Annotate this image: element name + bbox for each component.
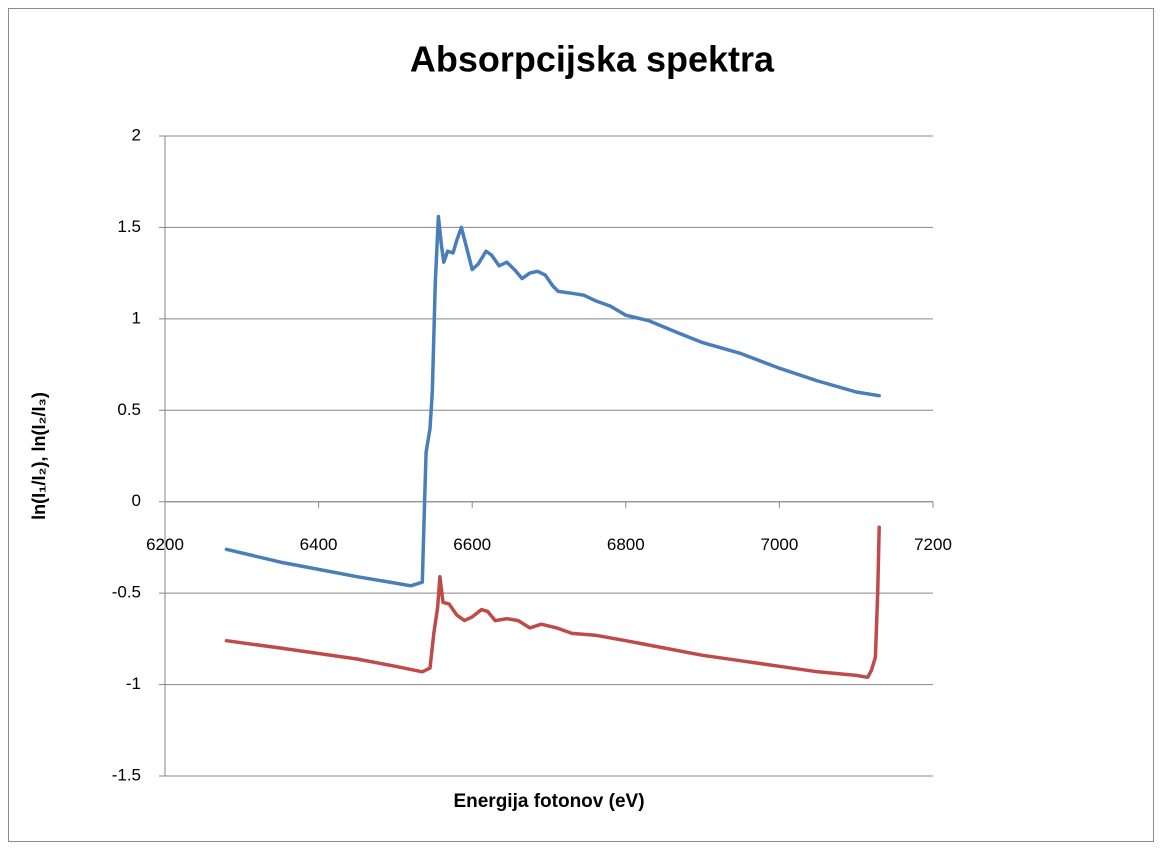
x-tick-label: 6200: [146, 535, 184, 554]
x-axis-title: Energija fotonov (eV): [453, 791, 644, 812]
y-tick-label: -1: [126, 674, 141, 693]
y-tick-label: 0.5: [117, 400, 141, 419]
chart-title: Absorpcijska spektra: [410, 39, 775, 80]
x-tick-label: 7200: [914, 535, 952, 554]
x-tick-label: 6400: [300, 535, 338, 554]
y-tick-label: 1.5: [117, 217, 141, 236]
series-line: [224, 214, 881, 588]
y-tick-label: -0.5: [112, 583, 141, 602]
chart-frame: [8, 8, 1154, 842]
x-tick-label: 7000: [760, 535, 798, 554]
x-tick-label: 6800: [607, 535, 645, 554]
y-tick-label: -1.5: [112, 765, 141, 784]
y-tick-label: 2: [132, 125, 141, 144]
y-tick-label: 0: [132, 491, 141, 510]
y-tick-label: 1: [132, 308, 141, 327]
y-axis-title: ln(I₁/I₂), ln(I₂/I₃): [29, 392, 49, 520]
series-line: [224, 525, 881, 680]
x-tick-label: 6600: [453, 535, 491, 554]
